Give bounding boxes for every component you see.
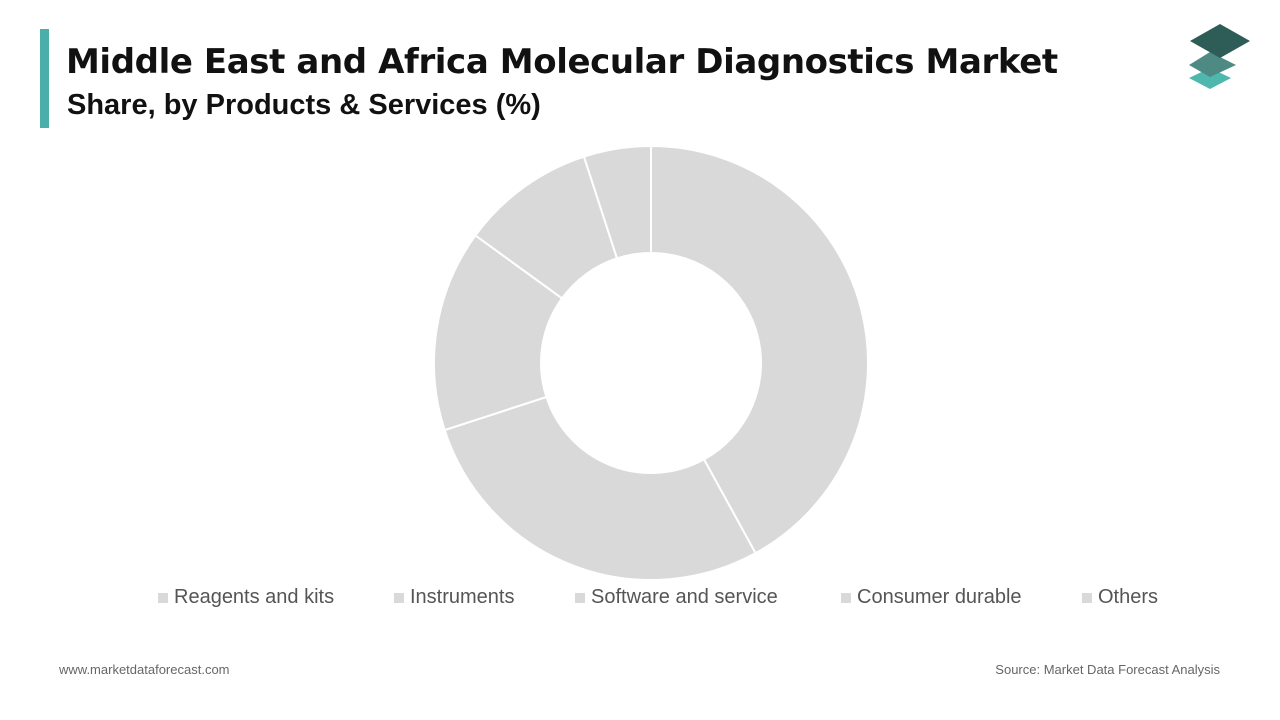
logo-layer-middle <box>1189 52 1236 77</box>
donut-slice-others <box>582 144 652 260</box>
footer-website: www.marketdataforecast.com <box>59 662 230 677</box>
legend-swatch <box>158 592 168 603</box>
title-accent-bar <box>40 29 49 128</box>
chart-subtitle: Share, by Products & Services (%) <box>67 89 541 121</box>
chart-legend: Reagents and kits Instruments Software and… <box>0 586 1280 612</box>
donut-slice-software-and-service <box>433 234 564 432</box>
legend-label: Consumer durable <box>857 586 1022 608</box>
legend-swatch <box>575 592 585 603</box>
chart-title: Middle East and Africa Molecular Diagnos… <box>66 42 1058 82</box>
logo-layer-top <box>1190 24 1250 58</box>
donut-slice-reagents-and-kits <box>650 144 870 555</box>
footer-source: Source: Market Data Forecast Analysis <box>995 662 1220 677</box>
legend-item-others: Others <box>1082 586 1158 609</box>
legend-item-consumer-durable: Consumer durable <box>841 586 1022 609</box>
legend-item-instruments: Instruments <box>394 586 514 609</box>
donut-slices <box>433 144 870 581</box>
legend-swatch <box>841 592 851 603</box>
legend-label: Others <box>1098 586 1159 608</box>
legend-swatch <box>1082 592 1092 603</box>
legend-label: Reagents and kits <box>174 586 335 608</box>
legend-item-software-and-service: Software and service <box>575 586 778 609</box>
legend-item-reagents-and-kits: Reagents and kits <box>158 586 334 609</box>
logo-layer-bottom <box>1189 68 1231 89</box>
stacked-layers-icon <box>1189 24 1250 89</box>
donut-slice-instruments <box>443 395 757 581</box>
legend-swatch <box>394 592 404 603</box>
legend-label: Instruments <box>410 586 515 608</box>
legend-label: Software and service <box>591 586 778 608</box>
